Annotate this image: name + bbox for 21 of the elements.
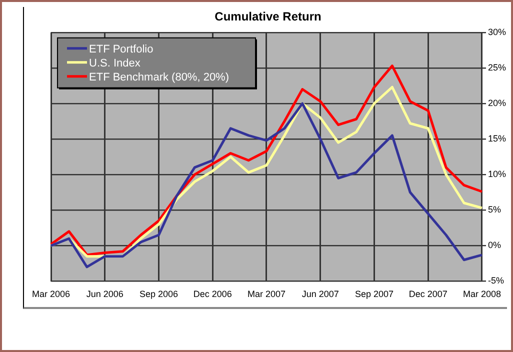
x-tick-label: Dec 2006	[193, 289, 232, 300]
y-tick-label: 25%	[488, 62, 506, 72]
x-tick-label: Mar 2007	[247, 289, 286, 300]
y-tick-label: 15%	[488, 134, 506, 144]
y-tick-label: 0%	[488, 240, 501, 250]
chart-title: Cumulative Return	[214, 10, 322, 24]
x-tick-label: Jun 2007	[302, 289, 339, 300]
x-tick-label: Dec 2007	[408, 289, 448, 300]
y-tick-label: 20%	[488, 98, 506, 108]
legend-label: U.S. Index	[89, 57, 141, 70]
y-tick-label: 10%	[488, 169, 506, 180]
x-tick-label: Mar 2006	[32, 289, 70, 300]
y-tick-label: 30%	[488, 26, 506, 37]
y-tick-label: -5%	[488, 276, 504, 286]
x-tick-label: Jun 2006	[86, 289, 124, 300]
y-tick-label: 5%	[488, 204, 501, 215]
x-tick-label: Sep 2006	[139, 289, 178, 300]
x-tick-label: Mar 2008	[462, 289, 501, 300]
legend-label: ETF Benchmark (80%, 20%)	[89, 71, 230, 84]
x-tick-label: Sep 2007	[354, 289, 394, 300]
legend-label: ETF Portfolio	[89, 43, 154, 56]
